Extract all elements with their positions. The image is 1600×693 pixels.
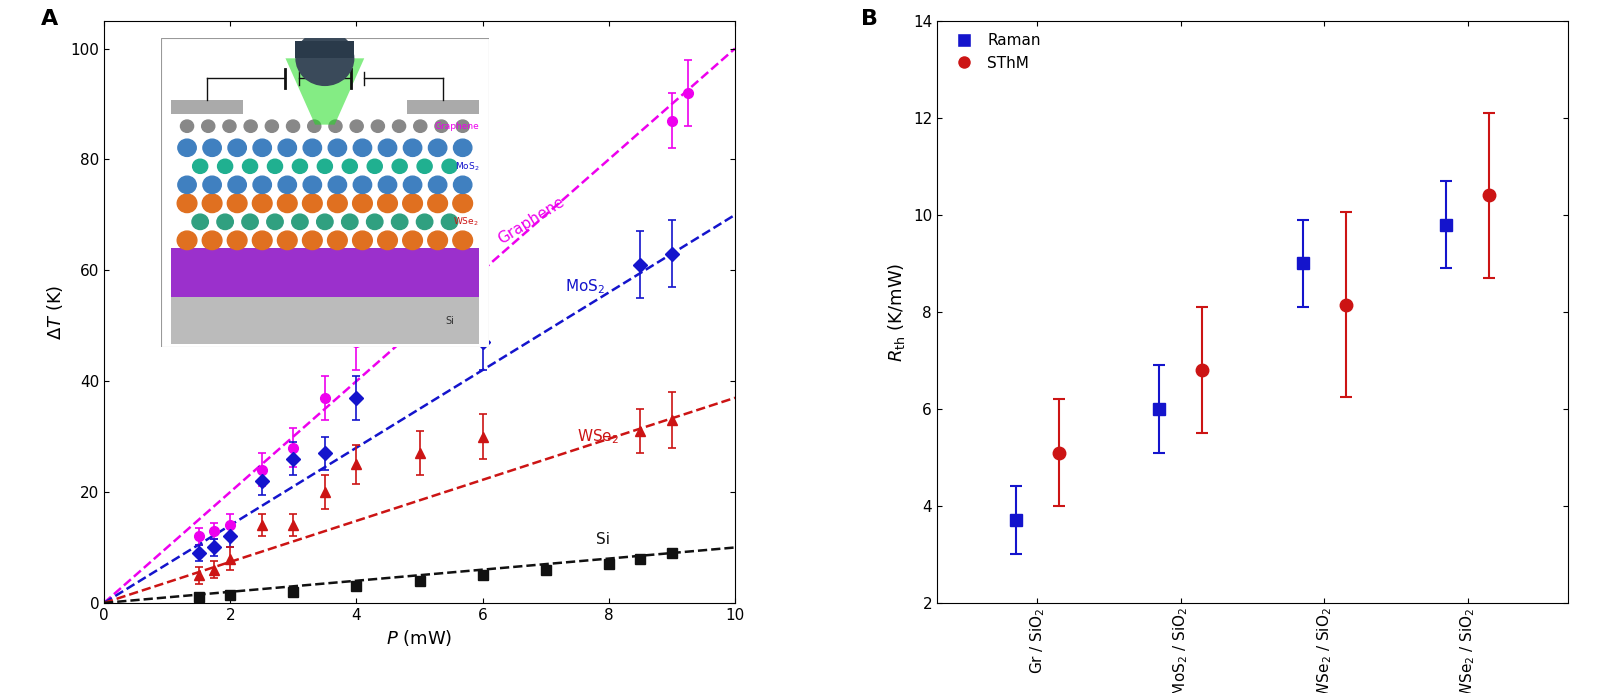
Y-axis label: $R_\mathrm{th}$ (K/mW): $R_\mathrm{th}$ (K/mW): [886, 262, 907, 362]
Text: WSe$_2$: WSe$_2$: [578, 428, 619, 446]
Legend: Raman, SThM: Raman, SThM: [944, 28, 1045, 76]
Text: A: A: [42, 9, 58, 29]
Text: B: B: [861, 9, 878, 29]
Text: Si: Si: [597, 532, 610, 547]
Text: MoS$_2$: MoS$_2$: [565, 278, 605, 296]
Y-axis label: $\Delta T$ (K): $\Delta T$ (K): [45, 284, 64, 340]
X-axis label: $P$ (mW): $P$ (mW): [386, 629, 453, 649]
Text: Graphene: Graphene: [496, 194, 568, 247]
